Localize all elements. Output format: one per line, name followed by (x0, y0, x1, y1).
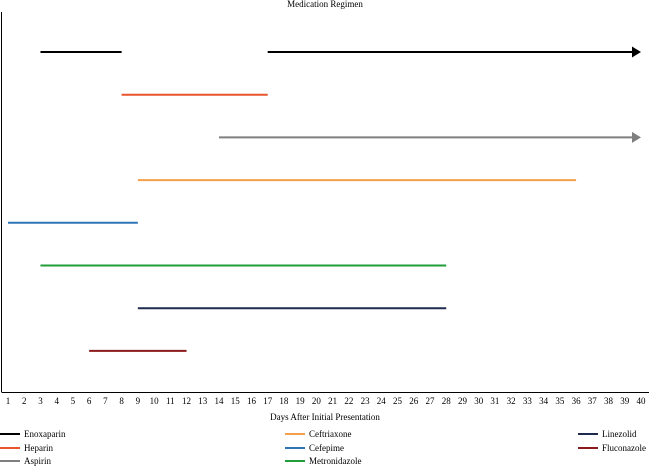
x-tick-labels: 1 2 3 4 5 6 7 8 9 10 11 12 13 14 15 16 17 18 19 20 21 22 23 24 2… (6, 396, 646, 406)
x-tick-label: 9 (136, 396, 141, 406)
ongoing-arrow (632, 131, 641, 143)
x-tick-label: 16 (247, 396, 257, 406)
x-tick-label: 35 (555, 396, 565, 406)
x-tick-label: 18 (279, 396, 289, 406)
chart-title: Medication Regimen (287, 0, 363, 9)
x-tick-label: 27 (426, 396, 436, 406)
x-tick-label: 40 (637, 396, 647, 406)
legend-label: Heparin (24, 443, 53, 453)
x-tick-label: 20 (312, 396, 322, 406)
x-tick-label: 24 (377, 396, 387, 406)
x-tick-label: 11 (166, 396, 175, 406)
x-tick-label: 22 (344, 396, 353, 406)
x-tick-label: 28 (442, 396, 452, 406)
x-tick-label: 19 (296, 396, 306, 406)
legend-label: Cefepime (309, 443, 344, 453)
x-tick-label: 21 (328, 396, 337, 406)
x-tick-label: 37 (588, 396, 598, 406)
medication-bars (8, 46, 641, 352)
x-tick-label: 4 (54, 396, 59, 406)
x-tick-label: 38 (604, 396, 614, 406)
x-tick-label: 33 (523, 396, 533, 406)
x-tick-label: 23 (361, 396, 371, 406)
x-tick-label: 3 (38, 396, 43, 406)
x-tick-label: 2 (22, 396, 27, 406)
legend-label: Metronidazole (309, 456, 361, 466)
x-tick-label: 32 (507, 396, 516, 406)
x-tick-label: 17 (263, 396, 273, 406)
legend-label: Aspirin (24, 456, 52, 466)
x-tick-label: 30 (474, 396, 484, 406)
x-tick-label: 26 (409, 396, 419, 406)
x-tick-label: 6 (87, 396, 92, 406)
x-tick-label: 12 (182, 396, 191, 406)
x-tick-label: 5 (71, 396, 76, 406)
x-tick-label: 25 (393, 396, 403, 406)
x-tick-label: 36 (572, 396, 582, 406)
x-tick-label: 10 (150, 396, 160, 406)
legend-label: Linezolid (602, 429, 637, 439)
x-tick-label: 1 (6, 396, 11, 406)
legend-label: Fluconazole (602, 443, 646, 453)
x-tick-label: 31 (490, 396, 499, 406)
x-tick-label: 34 (539, 396, 549, 406)
legend-label: Enoxaparin (24, 429, 66, 439)
legend: Enoxaparin Ceftriaxone Linezolid Heparin Cef… (0, 429, 646, 466)
legend-label: Ceftriaxone (309, 429, 351, 439)
x-tick-label: 14 (215, 396, 225, 406)
x-tick-label: 29 (458, 396, 468, 406)
x-tick-label: 13 (198, 396, 208, 406)
x-tick-label: 8 (119, 396, 124, 406)
x-tick-label: 15 (231, 396, 241, 406)
x-tick-label: 39 (620, 396, 630, 406)
x-axis-label: Days After Initial Presentation (270, 412, 380, 422)
x-tick-label: 7 (103, 396, 108, 406)
ongoing-arrow (632, 46, 641, 58)
